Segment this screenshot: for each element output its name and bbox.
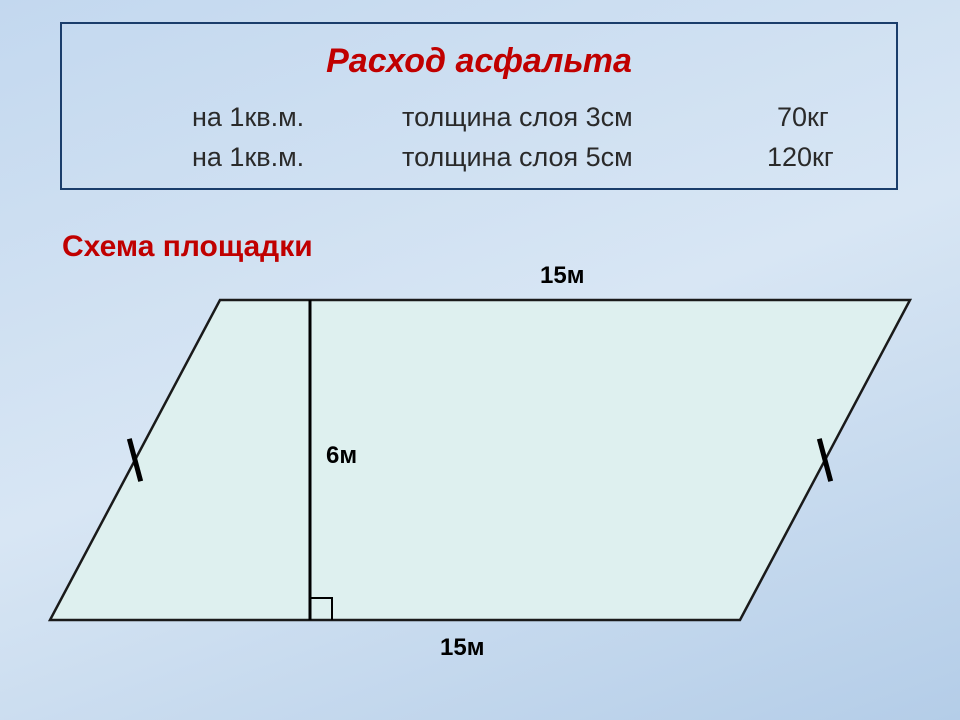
parallelogram-diagram bbox=[0, 0, 960, 720]
label-height: 6м bbox=[326, 442, 357, 470]
parallelogram-shape bbox=[50, 300, 910, 620]
label-top: 15м bbox=[540, 262, 584, 290]
slide-content: Расход асфальта на 1кв.м. толщина слоя 3… bbox=[0, 0, 960, 720]
label-bottom: 15м bbox=[440, 634, 484, 662]
